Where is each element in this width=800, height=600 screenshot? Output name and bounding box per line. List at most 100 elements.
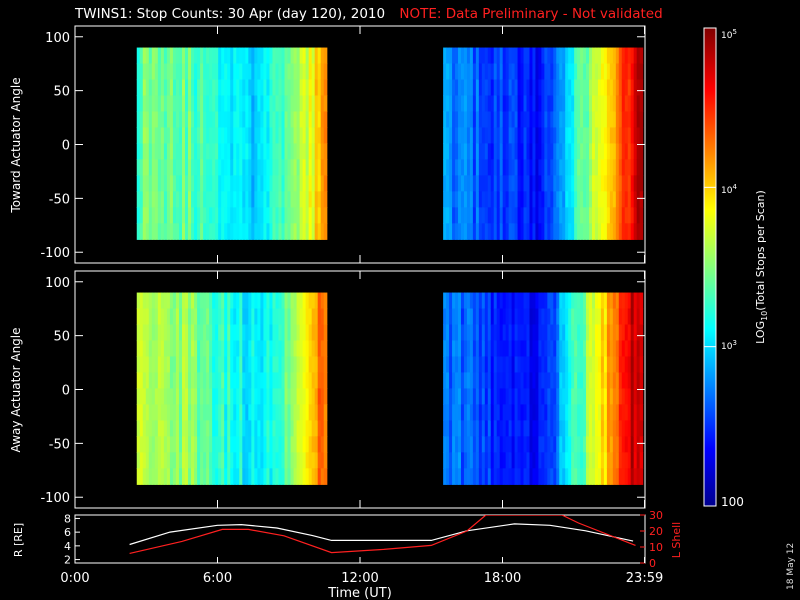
toward-cell [209,207,213,224]
away-cell [496,372,501,390]
away-cell [502,308,507,326]
toward-cell [185,95,189,113]
away-cell [200,468,204,485]
toward-cell [160,127,165,145]
toward-cell [630,95,635,113]
away-cell [597,436,602,453]
toward-cell [508,191,513,208]
toward-cell [160,111,165,129]
toward-cell [496,223,501,240]
away-cell [212,372,216,390]
toward-cell [254,95,258,113]
away-cell [317,468,322,485]
away-cell [627,388,632,405]
away-cell [600,404,605,421]
toward-cell [550,79,554,97]
toward-cell [151,175,156,192]
away-cell [251,468,255,485]
away-cell [151,404,156,421]
toward-cell [458,223,462,240]
toward-cell [299,127,304,145]
away-cell [589,308,593,326]
away-cell [185,436,189,453]
toward-cell [284,111,289,129]
toward-cell [266,111,271,129]
toward-cell [633,127,638,145]
toward-cell [484,79,489,97]
toward-cell [185,47,189,65]
away-cell [290,404,295,421]
toward-cell [194,223,198,240]
toward-cell [544,207,548,224]
away-cell [550,292,554,310]
away-cell [323,420,328,437]
away-cell [227,436,231,453]
toward-cell [175,95,180,113]
away-cell [455,340,459,358]
toward-cell [178,79,183,97]
away-cell [615,308,620,326]
toward-cell [550,47,554,65]
away-cell [302,308,307,326]
toward-cell [266,207,271,224]
away-cell [639,388,644,405]
toward-cell [254,191,258,208]
away-cell [535,404,540,421]
away-cell [178,340,183,358]
toward-cell [323,143,328,160]
away-cell [145,292,150,310]
toward-cell [580,95,584,113]
toward-cell [443,127,447,145]
away-cell [239,468,243,485]
toward-cell [154,47,159,65]
toward-cell [562,127,566,145]
away-cell [490,292,495,310]
away-cell [532,468,537,485]
away-cell [541,404,545,421]
away-cell [446,420,450,437]
away-cell [487,372,492,390]
away-cell [242,356,246,374]
toward-cell [586,127,590,145]
away-cell [209,420,213,437]
toward-cell [606,207,611,224]
toward-cell [475,175,480,192]
toward-cell [612,63,617,81]
toward-cell [251,95,255,113]
toward-cell [287,207,292,224]
toward-cell [206,95,210,113]
away-cell [281,404,286,421]
away-cell [320,340,325,358]
away-cell [505,308,510,326]
away-cell [636,468,641,485]
toward-cell [163,95,168,113]
toward-cell [245,191,249,208]
away-cell [209,452,213,469]
toward-cell [218,95,222,113]
away-cell [320,436,325,453]
away-cell [191,436,195,453]
away-cell [508,308,513,326]
away-cell [514,308,519,326]
toward-cell [233,223,237,240]
toward-cell [577,63,581,81]
away-cell [269,404,274,421]
toward-cell [169,79,174,97]
away-cell [523,356,528,374]
toward-cell [529,175,534,192]
toward-cell [166,191,171,208]
away-cell [568,388,572,405]
away-cell [618,324,623,342]
away-cell [594,468,599,485]
away-cell [517,308,522,326]
away-cell [290,452,295,469]
away-cell [145,452,150,469]
toward-cell [466,79,471,97]
toward-cell [553,207,557,224]
away-cell [197,340,201,358]
away-cell [639,356,644,374]
away-cell [181,388,186,405]
away-cell [511,324,516,342]
toward-cell [160,95,165,113]
away-cell [197,452,201,469]
